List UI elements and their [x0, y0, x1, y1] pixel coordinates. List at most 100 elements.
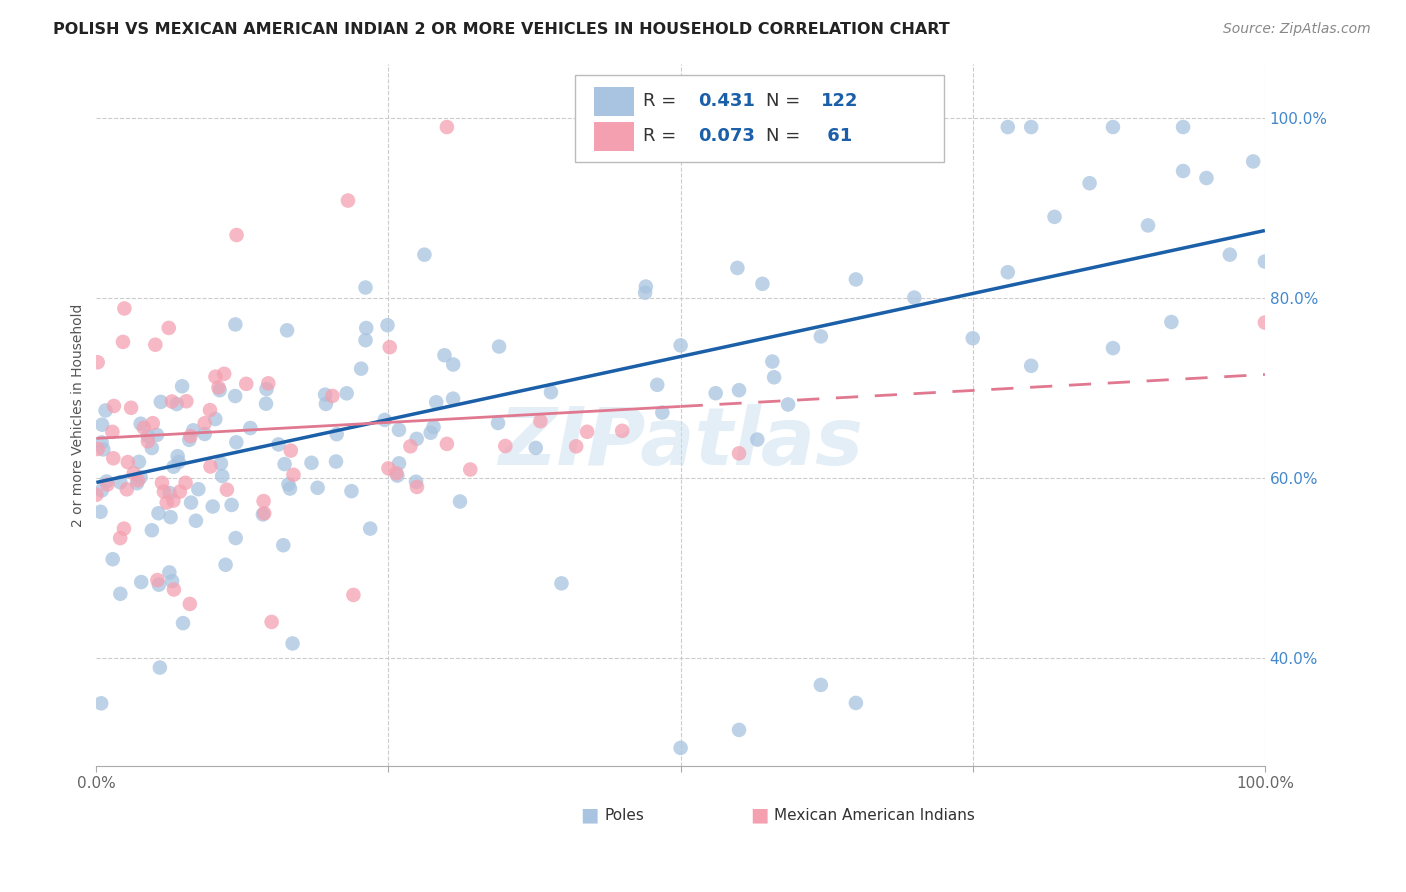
Point: [162, 493, 184, 508]
Point: [1078, 176, 1101, 190]
Point: [354, 280, 377, 294]
Point: [645, 377, 668, 392]
Point: [281, 636, 304, 650]
Point: [845, 696, 868, 710]
Text: R =: R =: [643, 128, 676, 145]
Point: [207, 380, 229, 394]
Point: [166, 449, 188, 463]
Point: [141, 441, 163, 455]
Point: [880, 120, 903, 134]
Point: [86, 488, 108, 502]
Point: [252, 494, 274, 508]
Point: [405, 475, 427, 489]
Point: [86, 355, 108, 369]
Point: [146, 573, 169, 587]
Point: [433, 348, 456, 362]
Point: [810, 329, 832, 343]
Point: [524, 441, 547, 455]
Point: [728, 446, 751, 460]
Point: [174, 475, 197, 490]
Point: [1019, 120, 1042, 134]
Point: [529, 414, 551, 428]
Point: [204, 412, 226, 426]
Point: [235, 376, 257, 391]
Point: [425, 395, 447, 409]
Point: [728, 383, 751, 397]
Point: [89, 505, 111, 519]
Point: [550, 576, 572, 591]
Point: [704, 386, 727, 401]
Text: 0.073: 0.073: [699, 128, 755, 145]
Point: [187, 482, 209, 496]
Text: 0.431: 0.431: [699, 92, 755, 111]
Point: [209, 457, 232, 471]
Point: [374, 413, 396, 427]
Point: [143, 337, 166, 351]
Point: [997, 120, 1019, 134]
Text: POLISH VS MEXICAN AMERICAN INDIAN 2 OR MORE VEHICLES IN HOUSEHOLD CORRELATION CH: POLISH VS MEXICAN AMERICAN INDIAN 2 OR M…: [53, 22, 950, 37]
Point: [136, 434, 159, 449]
Point: [157, 321, 180, 335]
Point: [267, 437, 290, 451]
Point: [388, 456, 411, 470]
Point: [413, 247, 436, 261]
Point: [488, 340, 510, 354]
Point: [761, 354, 783, 368]
Point: [125, 476, 148, 491]
Text: Mexican American Indians: Mexican American Indians: [775, 807, 974, 822]
Point: [149, 660, 172, 674]
Point: [180, 495, 202, 509]
Text: ZIPatlas: ZIPatlas: [498, 404, 863, 482]
Point: [359, 522, 381, 536]
Point: [156, 495, 179, 509]
Point: [1137, 219, 1160, 233]
Point: [212, 367, 235, 381]
Point: [810, 678, 832, 692]
FancyBboxPatch shape: [575, 75, 943, 162]
Point: [1160, 315, 1182, 329]
Point: [278, 482, 301, 496]
Point: [225, 227, 247, 242]
Point: [669, 740, 692, 755]
Point: [221, 498, 243, 512]
Point: [169, 484, 191, 499]
Point: [997, 265, 1019, 279]
Point: [146, 428, 169, 442]
Point: [419, 425, 441, 440]
Point: [1171, 120, 1194, 134]
Point: [387, 468, 409, 483]
Point: [436, 437, 458, 451]
Point: [651, 405, 673, 419]
Point: [167, 455, 190, 469]
Point: [181, 423, 204, 437]
Point: [148, 577, 170, 591]
Point: [747, 433, 769, 447]
Point: [565, 439, 588, 453]
Point: [314, 387, 336, 401]
Point: [153, 484, 176, 499]
Point: [103, 451, 125, 466]
Point: [211, 469, 233, 483]
Point: [634, 285, 657, 300]
Point: [257, 376, 280, 391]
FancyBboxPatch shape: [595, 87, 634, 116]
Point: [458, 462, 481, 476]
Point: [1241, 154, 1264, 169]
Point: [962, 331, 984, 345]
Point: [778, 397, 800, 411]
FancyBboxPatch shape: [595, 121, 634, 151]
Point: [108, 531, 131, 545]
Point: [122, 466, 145, 480]
Point: [1254, 316, 1277, 330]
Point: [159, 486, 181, 500]
Point: [90, 696, 112, 710]
Point: [260, 615, 283, 629]
Point: [576, 425, 599, 439]
Point: [280, 443, 302, 458]
Point: [388, 423, 411, 437]
Point: [110, 587, 132, 601]
Point: [103, 399, 125, 413]
Point: [449, 494, 471, 508]
Point: [1219, 247, 1241, 261]
Point: [903, 291, 925, 305]
